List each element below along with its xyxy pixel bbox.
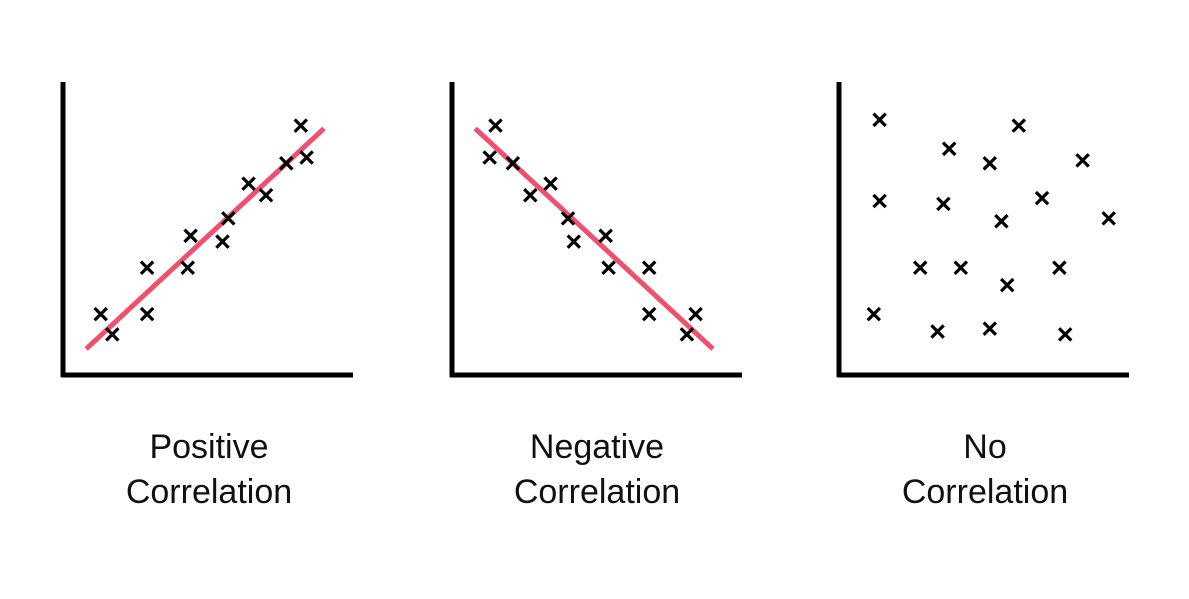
x-marker-icon <box>936 196 951 212</box>
x-marker-icon <box>1101 211 1116 226</box>
x-marker-icon <box>93 306 108 322</box>
x-marker-icon <box>982 321 998 336</box>
x-marker-icon <box>953 260 969 275</box>
label-line-1: Positive <box>149 428 269 466</box>
scatter-panel-2 <box>449 82 742 378</box>
x-marker-icon <box>999 277 1015 293</box>
x-marker-icon <box>139 260 155 275</box>
x-marker-icon <box>641 306 657 322</box>
x-marker-icon <box>482 150 497 165</box>
label-line-2: Correlation <box>513 473 681 511</box>
x-marker-icon <box>215 234 230 249</box>
x-marker-icon <box>930 324 945 339</box>
x-marker-icon <box>183 228 198 244</box>
x-marker-icon <box>105 327 120 342</box>
x-marker-icon <box>543 176 558 191</box>
label-line-1: Negative <box>529 428 665 466</box>
x-marker-icon <box>598 228 613 244</box>
scatter-panel-3 <box>836 82 1129 378</box>
x-marker-icon <box>241 176 256 191</box>
x-marker-icon <box>299 150 314 165</box>
x-marker-icon <box>1052 260 1067 275</box>
label-line-2: Correlation <box>125 473 293 511</box>
negative-correlation-label: Negative Correlation <box>447 425 747 515</box>
x-marker-icon <box>679 327 695 342</box>
x-marker-icon <box>505 156 521 171</box>
x-marker-icon <box>912 260 928 275</box>
x-marker-icon <box>601 260 616 275</box>
x-marker-icon <box>279 156 294 171</box>
x-marker-icon <box>221 211 236 226</box>
x-marker-icon <box>1034 190 1050 206</box>
scatter-panel-1 <box>60 82 353 378</box>
x-marker-icon <box>293 118 309 133</box>
x-marker-icon <box>941 141 957 157</box>
x-marker-icon <box>139 306 155 322</box>
x-marker-icon <box>688 306 703 322</box>
positive-correlation-label: Positive Correlation <box>59 425 359 515</box>
x-marker-icon <box>641 260 657 275</box>
x-marker-icon <box>488 118 503 133</box>
x-marker-icon <box>872 193 887 209</box>
x-marker-icon <box>560 211 576 226</box>
x-marker-icon <box>1075 153 1090 168</box>
no-correlation-label: No Correlation <box>835 425 1135 515</box>
label-line-2: Correlation <box>901 473 1069 511</box>
label-line-1: No <box>963 428 1007 466</box>
x-marker-icon <box>180 260 195 275</box>
x-marker-icon <box>982 156 998 171</box>
x-marker-icon <box>872 112 887 128</box>
x-marker-icon <box>994 214 1009 229</box>
x-marker-icon <box>258 187 274 203</box>
x-marker-icon <box>866 306 882 322</box>
x-marker-icon <box>1011 118 1027 133</box>
x-marker-icon <box>523 187 538 203</box>
x-marker-icon <box>566 234 582 249</box>
x-marker-icon <box>1057 327 1073 342</box>
